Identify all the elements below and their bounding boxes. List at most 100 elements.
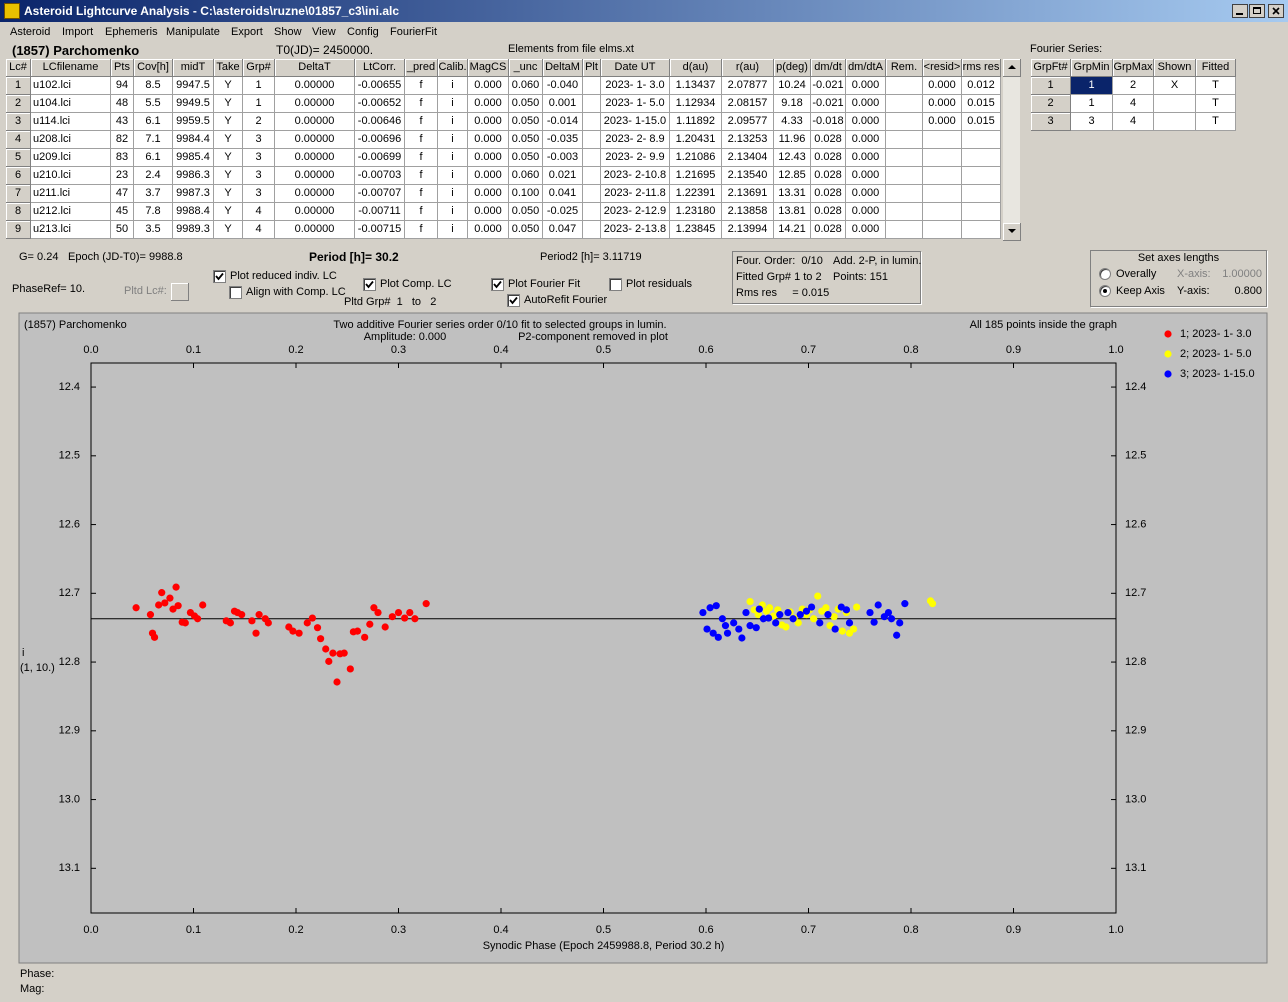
table-cell[interactable]: 13.31 xyxy=(774,185,811,203)
table-cell[interactable]: f xyxy=(405,185,438,203)
table-cell[interactable]: 2023- 1- 5.0 xyxy=(601,95,670,113)
table-cell[interactable]: f xyxy=(405,113,438,131)
row-header[interactable]: 5 xyxy=(6,149,31,167)
table-cell[interactable]: 0.050 xyxy=(509,149,543,167)
checkbox-label[interactable]: Plot Comp. LC xyxy=(380,278,452,290)
table-cell[interactable]: u213.lci xyxy=(31,221,111,239)
table-cell[interactable]: 3.5 xyxy=(134,221,173,239)
table-cell[interactable] xyxy=(962,131,1001,149)
table-cell[interactable]: 12.43 xyxy=(774,149,811,167)
table-cell[interactable]: 1 xyxy=(243,77,275,95)
table-cell[interactable]: i xyxy=(438,203,468,221)
table-cell[interactable]: 2023- 1- 3.0 xyxy=(601,77,670,95)
table-cell[interactable]: 2.13540 xyxy=(722,167,774,185)
table-cell[interactable]: 2.13253 xyxy=(722,131,774,149)
column-header[interactable]: DeltaM xyxy=(543,59,583,77)
table-cell[interactable]: Y xyxy=(214,77,243,95)
row-header[interactable]: 2 xyxy=(6,95,31,113)
table-cell[interactable]: i xyxy=(438,77,468,95)
column-header[interactable]: Pts xyxy=(111,59,134,77)
checkbox[interactable] xyxy=(363,278,376,291)
table-cell[interactable]: 0.028 xyxy=(811,131,846,149)
row-header[interactable]: 2 xyxy=(1031,95,1071,113)
table-cell[interactable]: u212.lci xyxy=(31,203,111,221)
checkbox-label[interactable]: Plot reduced indiv. LC xyxy=(230,270,337,282)
table-cell[interactable]: 0.060 xyxy=(509,167,543,185)
table-cell[interactable]: u104.lci xyxy=(31,95,111,113)
table-cell[interactable]: Y xyxy=(214,203,243,221)
table-cell[interactable]: 4 xyxy=(1113,95,1154,113)
table-cell[interactable]: f xyxy=(405,95,438,113)
table-cell[interactable]: 9985.4 xyxy=(173,149,214,167)
table-cell[interactable]: 1.20431 xyxy=(670,131,722,149)
column-header[interactable]: r(au) xyxy=(722,59,774,77)
menu-item[interactable]: Export xyxy=(231,26,263,38)
table-cell[interactable]: 10.24 xyxy=(774,77,811,95)
minimize-button[interactable] xyxy=(1232,4,1248,18)
table-cell[interactable]: Y xyxy=(214,221,243,239)
table-cell[interactable]: 0.028 xyxy=(811,203,846,221)
table-cell[interactable]: 0.100 xyxy=(509,185,543,203)
row-header[interactable]: 7 xyxy=(6,185,31,203)
column-header[interactable]: Lc# xyxy=(6,59,31,77)
table-cell[interactable]: 12.85 xyxy=(774,167,811,185)
table-cell[interactable]: 0.000 xyxy=(846,167,886,185)
table-cell[interactable]: 2.07877 xyxy=(722,77,774,95)
table-cell[interactable]: u210.lci xyxy=(31,167,111,185)
table-cell[interactable]: 8.5 xyxy=(134,77,173,95)
table-cell[interactable]: 9.18 xyxy=(774,95,811,113)
table-cell[interactable]: 0.028 xyxy=(811,185,846,203)
column-header[interactable]: Cov[h] xyxy=(134,59,173,77)
table-cell[interactable]: 0.000 xyxy=(846,77,886,95)
table-cell[interactable]: 0.000 xyxy=(468,221,509,239)
table-cell[interactable]: Y xyxy=(214,185,243,203)
table-cell[interactable]: 2023- 2-13.8 xyxy=(601,221,670,239)
table-cell[interactable]: 0.012 xyxy=(962,77,1001,95)
table-cell[interactable]: 3 xyxy=(1071,113,1113,131)
column-header[interactable]: LCfilename xyxy=(31,59,111,77)
table-cell[interactable]: 2023- 2-11.8 xyxy=(601,185,670,203)
row-header[interactable]: 9 xyxy=(6,221,31,239)
table-cell[interactable]: f xyxy=(405,167,438,185)
table-cell[interactable]: 0.00000 xyxy=(275,167,355,185)
table-cell[interactable]: -0.040 xyxy=(543,77,583,95)
table-cell[interactable]: 0.00000 xyxy=(275,131,355,149)
column-header[interactable]: _pred xyxy=(405,59,438,77)
table-cell[interactable] xyxy=(583,131,601,149)
table-cell[interactable]: 2.09577 xyxy=(722,113,774,131)
table-cell[interactable]: -0.00696 xyxy=(355,131,405,149)
column-header[interactable]: midT xyxy=(173,59,214,77)
table-cell[interactable]: 2023- 2- 9.9 xyxy=(601,149,670,167)
table-cell[interactable]: 2.13858 xyxy=(722,203,774,221)
table-cell[interactable] xyxy=(886,131,923,149)
table-cell[interactable]: 9989.3 xyxy=(173,221,214,239)
table-cell[interactable]: 2023- 2- 8.9 xyxy=(601,131,670,149)
table-cell[interactable]: -0.021 xyxy=(811,77,846,95)
column-header[interactable]: GrpMax xyxy=(1113,59,1154,77)
table-cell[interactable]: Y xyxy=(214,167,243,185)
table-cell[interactable] xyxy=(583,149,601,167)
menu-item[interactable]: Config xyxy=(347,26,379,38)
table-cell[interactable]: 6.1 xyxy=(134,113,173,131)
table-cell[interactable] xyxy=(886,221,923,239)
row-header[interactable]: 4 xyxy=(6,131,31,149)
column-header[interactable]: <resid> xyxy=(923,59,962,77)
column-header[interactable]: LtCorr. xyxy=(355,59,405,77)
table-cell[interactable]: 47 xyxy=(111,185,134,203)
radio-label[interactable]: Keep Axis xyxy=(1116,285,1165,297)
table-cell[interactable] xyxy=(886,185,923,203)
table-cell[interactable]: 0.001 xyxy=(543,95,583,113)
menu-item[interactable]: View xyxy=(312,26,336,38)
table-cell[interactable]: 2.08157 xyxy=(722,95,774,113)
scroll-up[interactable] xyxy=(1003,59,1021,77)
checkbox[interactable] xyxy=(213,270,226,283)
table-cell[interactable] xyxy=(923,221,962,239)
table-cell[interactable] xyxy=(923,131,962,149)
table-cell[interactable] xyxy=(923,167,962,185)
table-cell[interactable]: 9947.5 xyxy=(173,77,214,95)
column-header[interactable]: _unc xyxy=(509,59,543,77)
table-cell[interactable]: f xyxy=(405,203,438,221)
table-cell[interactable]: 9959.5 xyxy=(173,113,214,131)
table-cell[interactable]: 0.000 xyxy=(468,77,509,95)
column-header[interactable]: Take xyxy=(214,59,243,77)
